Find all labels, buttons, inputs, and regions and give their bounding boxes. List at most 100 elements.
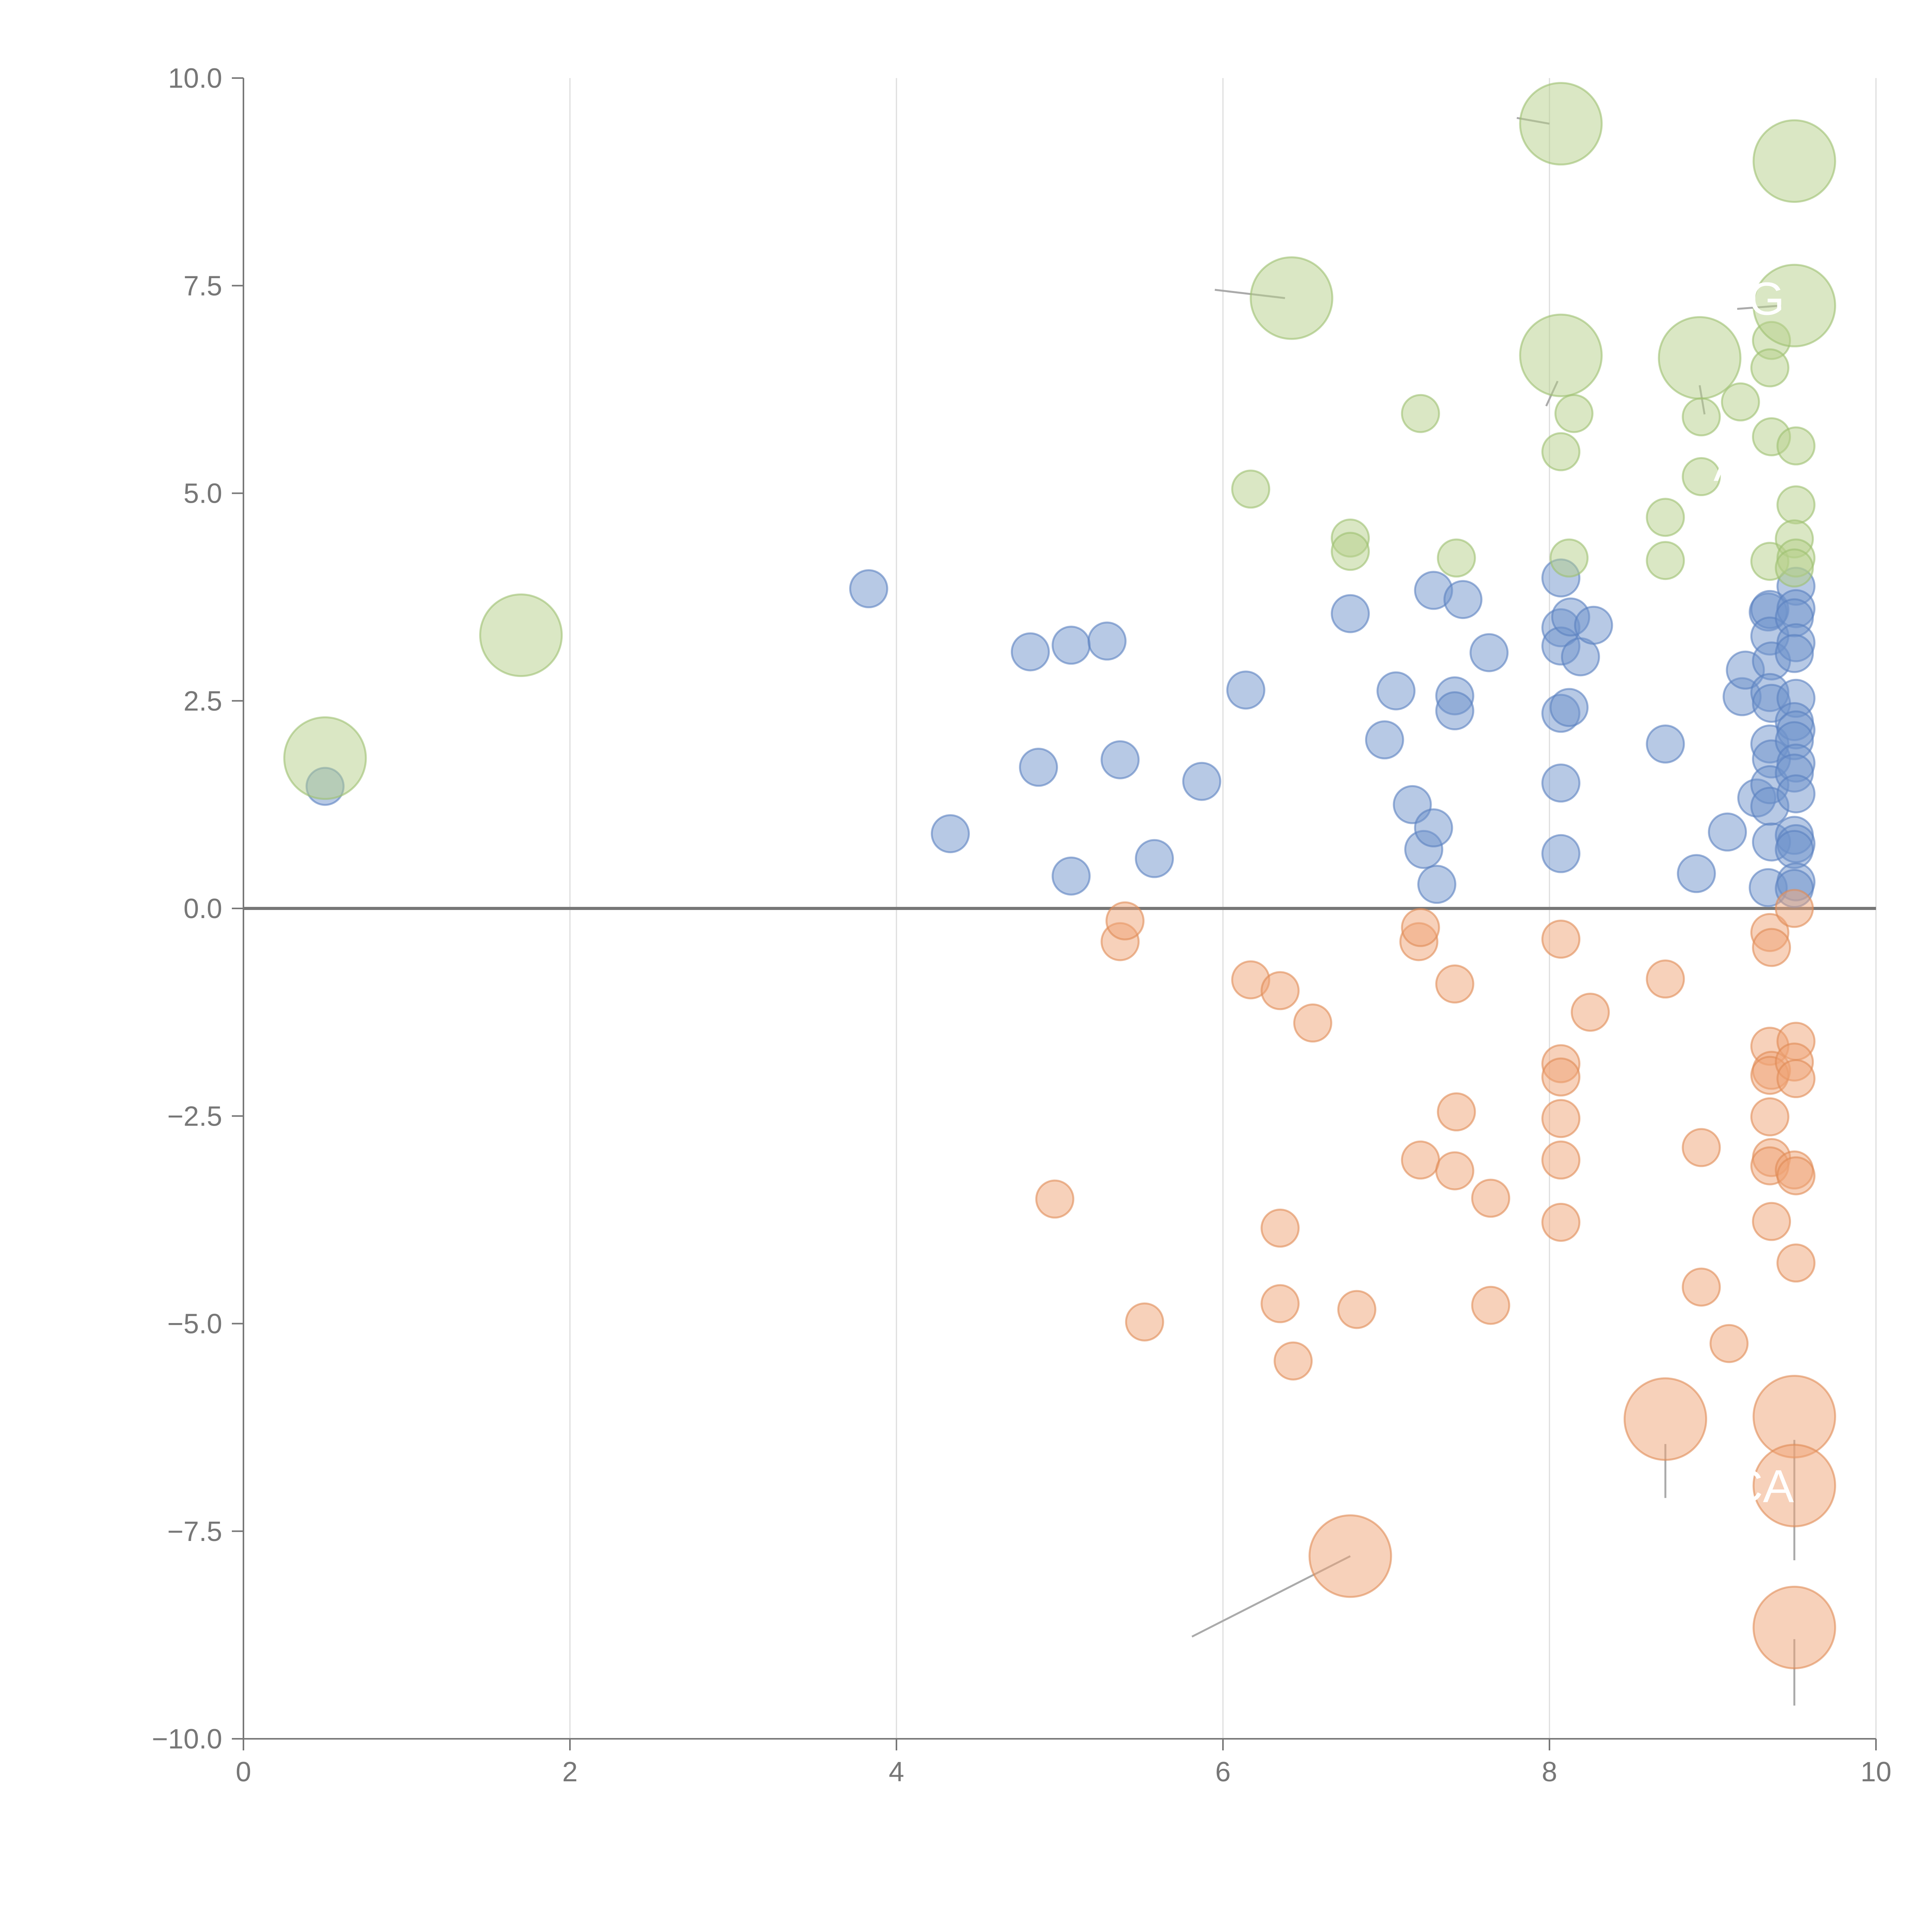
green-point [1658, 316, 1742, 400]
orange-point [1776, 1059, 1816, 1099]
orange-point [1471, 1179, 1510, 1218]
y-tick-label: −2.5 [167, 1101, 222, 1132]
green-point [1437, 538, 1476, 578]
x-tick-label: 2 [562, 1757, 578, 1787]
orange-point [1752, 928, 1791, 967]
orange-point [1682, 1267, 1721, 1307]
orange-point [1035, 1179, 1075, 1219]
green-point [283, 716, 367, 800]
blue-point [1331, 594, 1370, 633]
green-point [1549, 538, 1589, 578]
blue-point [1417, 865, 1456, 904]
orange-point [1646, 959, 1685, 999]
orange-point [1682, 1128, 1721, 1167]
green-point [1331, 532, 1370, 571]
blue-point [1087, 621, 1127, 661]
orange-point [1571, 993, 1610, 1032]
orange-point [1752, 1202, 1791, 1241]
orange-point [1750, 1097, 1789, 1136]
blue-point [1051, 626, 1091, 665]
green-point [1250, 256, 1333, 340]
orange-point [1775, 889, 1814, 928]
orange-point [1260, 1284, 1300, 1323]
orange-point [1105, 901, 1145, 940]
green-point [1682, 397, 1721, 437]
green-point [1646, 498, 1685, 537]
green-point [1519, 313, 1603, 397]
orange-point [1125, 1302, 1164, 1342]
green-point [1541, 432, 1581, 471]
orange-point [1776, 1156, 1816, 1196]
blue-point [1182, 762, 1221, 801]
orange-point [1776, 1243, 1816, 1283]
green-point [1775, 548, 1814, 588]
annotation-label: CA [1730, 1461, 1794, 1512]
blue-point [1135, 839, 1174, 878]
orange-point [1274, 1341, 1313, 1381]
green-point [1750, 348, 1789, 388]
y-tick-label: 7.5 [184, 270, 222, 301]
orange-point [1260, 1208, 1300, 1248]
orange-point [1541, 1099, 1581, 1138]
x-tick-label: 10 [1861, 1757, 1891, 1787]
y-tick-label: 2.5 [184, 686, 222, 717]
orange-point [1437, 1092, 1476, 1132]
blue-point [1776, 774, 1816, 813]
x-tick-label: 6 [1215, 1757, 1231, 1787]
x-tick-label: 8 [1542, 1757, 1557, 1787]
green-point [1752, 119, 1836, 203]
green-point [1519, 82, 1603, 166]
blue-point [1443, 580, 1483, 619]
green-point [1682, 457, 1721, 497]
orange-point [1260, 971, 1300, 1010]
blue-point [930, 814, 970, 854]
points-layer [283, 82, 1836, 1670]
blue-point [1051, 856, 1091, 896]
y-tick-label: 5.0 [184, 478, 222, 509]
annotation-label: G [1748, 273, 1784, 325]
blue-point [1435, 691, 1475, 731]
y-tick-label: 0.0 [184, 893, 222, 924]
orange-point [1541, 1140, 1581, 1180]
y-tick-label: −10.0 [152, 1724, 222, 1755]
blue-point [1775, 634, 1814, 673]
blue-point [1708, 812, 1747, 852]
orange-point [1541, 1202, 1581, 1242]
green-point [1646, 541, 1685, 580]
blue-point [1549, 688, 1589, 727]
orange-point [1401, 908, 1440, 947]
orange-point [1541, 1057, 1581, 1097]
orange-point [1541, 920, 1581, 959]
y-tick-label: −5.0 [167, 1309, 222, 1340]
green-point [1554, 394, 1594, 433]
orange-point [1401, 1140, 1440, 1180]
y-tick-label: 10.0 [168, 63, 222, 94]
blue-point [1100, 740, 1140, 779]
blue-point [1541, 834, 1581, 873]
orange-point [1308, 1514, 1392, 1598]
green-point [1231, 469, 1270, 509]
blue-point [1019, 748, 1058, 787]
orange-point [1293, 1003, 1332, 1043]
blue-point [1574, 605, 1613, 645]
green-point [1401, 394, 1440, 433]
blue-point [1226, 670, 1265, 710]
orange-point [1623, 1377, 1708, 1461]
blue-point [1376, 671, 1416, 711]
blue-point [1541, 764, 1581, 803]
axis-layer: 0 2 4 6 8 10 −10.0 −7.5 −5.0 −2.5 0.0 2.5 5.0 7.5 10.0 [152, 63, 1891, 1787]
green-point [479, 593, 563, 677]
blue-point [1469, 633, 1509, 672]
blue-point [849, 569, 888, 609]
blue-point [1646, 724, 1685, 764]
y-tick-label: −7.5 [167, 1516, 222, 1547]
orange-point [1435, 964, 1475, 1004]
blue-point [1677, 854, 1716, 893]
orange-point [1337, 1290, 1376, 1329]
orange-point [1471, 1286, 1510, 1325]
orange-point [1709, 1324, 1749, 1363]
blue-point [1414, 808, 1453, 848]
x-tick-label: 0 [236, 1757, 251, 1787]
